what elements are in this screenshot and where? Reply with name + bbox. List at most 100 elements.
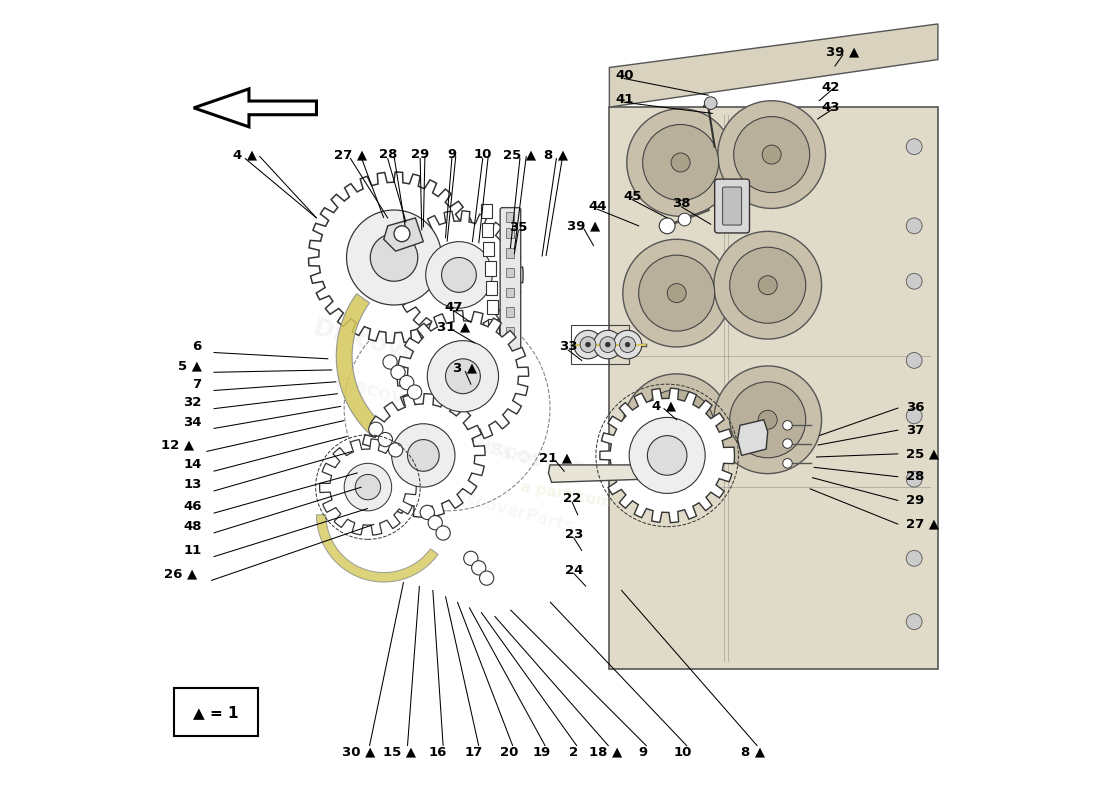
Circle shape (619, 337, 636, 353)
Circle shape (623, 239, 730, 347)
Circle shape (783, 421, 792, 430)
Text: 47: 47 (444, 301, 463, 314)
Text: 11: 11 (184, 544, 201, 557)
Text: (c) DiscoverParts: (c) DiscoverParts (368, 409, 541, 470)
Circle shape (399, 375, 414, 390)
Circle shape (783, 438, 792, 448)
Text: 15 ▲: 15 ▲ (383, 746, 416, 758)
Polygon shape (194, 89, 317, 127)
Text: 25 ▲: 25 ▲ (906, 447, 939, 460)
Text: 43: 43 (822, 101, 840, 114)
Circle shape (355, 474, 381, 500)
Text: 3 ▲: 3 ▲ (453, 362, 477, 375)
Circle shape (344, 463, 392, 511)
Text: 32: 32 (184, 396, 201, 409)
FancyBboxPatch shape (506, 327, 515, 337)
Circle shape (906, 138, 922, 154)
Circle shape (428, 515, 442, 530)
Circle shape (679, 213, 691, 226)
Circle shape (714, 231, 822, 339)
Circle shape (668, 418, 686, 438)
Text: 42: 42 (822, 81, 840, 94)
FancyBboxPatch shape (715, 179, 749, 233)
Circle shape (906, 408, 922, 424)
Text: 19: 19 (534, 746, 551, 758)
Text: 9: 9 (639, 746, 648, 758)
Text: 8 ▲: 8 ▲ (544, 148, 569, 161)
Text: 28: 28 (906, 470, 925, 483)
Text: 27 ▲: 27 ▲ (334, 148, 367, 161)
Text: DiscoverParts: DiscoverParts (310, 316, 505, 390)
Polygon shape (549, 465, 647, 482)
FancyBboxPatch shape (506, 268, 515, 278)
Text: 33: 33 (559, 341, 578, 354)
Polygon shape (317, 514, 438, 582)
Circle shape (480, 571, 494, 586)
Circle shape (659, 218, 675, 234)
Circle shape (704, 97, 717, 110)
Circle shape (605, 342, 610, 347)
Polygon shape (308, 172, 480, 343)
Circle shape (671, 153, 690, 172)
Circle shape (906, 550, 922, 566)
Circle shape (668, 284, 686, 302)
Circle shape (368, 422, 383, 437)
Text: 48: 48 (184, 520, 201, 533)
Circle shape (407, 385, 421, 399)
Circle shape (625, 342, 630, 347)
Circle shape (392, 424, 455, 487)
Text: 6: 6 (192, 340, 201, 353)
Circle shape (394, 226, 410, 242)
FancyBboxPatch shape (484, 262, 496, 275)
Circle shape (734, 117, 810, 193)
Text: 22: 22 (563, 493, 581, 506)
Text: 14: 14 (184, 458, 201, 471)
Text: 40: 40 (615, 69, 634, 82)
Text: 45: 45 (623, 190, 641, 203)
Circle shape (346, 210, 441, 305)
FancyBboxPatch shape (488, 319, 499, 334)
Polygon shape (337, 294, 443, 463)
Text: 17: 17 (465, 746, 483, 758)
Circle shape (426, 242, 492, 308)
Circle shape (627, 109, 735, 216)
FancyBboxPatch shape (174, 688, 257, 737)
Polygon shape (384, 218, 424, 251)
Text: DiscoverParts: DiscoverParts (331, 371, 484, 429)
Text: 12 ▲: 12 ▲ (161, 438, 194, 452)
FancyBboxPatch shape (490, 338, 500, 353)
Circle shape (614, 330, 641, 359)
Circle shape (464, 551, 478, 566)
Text: 20: 20 (499, 746, 518, 758)
Text: 16: 16 (428, 746, 447, 758)
Text: 28: 28 (378, 148, 397, 161)
Text: 36: 36 (906, 402, 925, 414)
FancyBboxPatch shape (487, 300, 498, 314)
Text: 18 ▲: 18 ▲ (588, 746, 621, 758)
Circle shape (906, 353, 922, 368)
Text: 13: 13 (184, 478, 201, 491)
Polygon shape (609, 24, 938, 107)
FancyBboxPatch shape (485, 281, 497, 295)
Circle shape (906, 274, 922, 289)
Polygon shape (397, 310, 529, 442)
Text: 29: 29 (411, 148, 429, 161)
Circle shape (783, 458, 792, 468)
Circle shape (639, 255, 715, 331)
Circle shape (407, 439, 439, 471)
FancyBboxPatch shape (482, 223, 493, 237)
Circle shape (472, 561, 486, 575)
FancyBboxPatch shape (483, 242, 495, 256)
Circle shape (378, 433, 393, 446)
Circle shape (446, 359, 481, 394)
Text: 23: 23 (564, 528, 583, 541)
Circle shape (906, 471, 922, 487)
Polygon shape (362, 394, 485, 517)
Text: 2: 2 (569, 746, 579, 758)
Text: 25 ▲: 25 ▲ (504, 148, 537, 161)
Text: 34: 34 (184, 416, 201, 429)
Circle shape (629, 418, 705, 494)
Circle shape (441, 258, 476, 292)
Text: 4 ▲: 4 ▲ (652, 399, 676, 412)
Circle shape (718, 101, 825, 209)
